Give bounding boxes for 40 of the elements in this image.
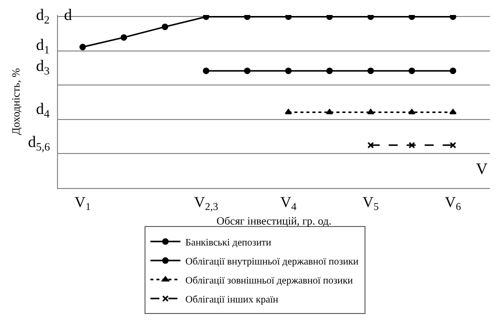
point [202, 68, 210, 74]
legend-label: Облігації інших країн [185, 294, 279, 306]
point [408, 68, 416, 74]
point [450, 68, 456, 74]
text: d$_{4}$ [36, 101, 50, 120]
point [408, 15, 416, 20]
point [120, 34, 128, 41]
point [326, 68, 333, 74]
point [79, 44, 86, 50]
y-axis-title: Доходність, % [10, 68, 23, 135]
point [244, 15, 251, 20]
annotation: V [476, 161, 488, 178]
point [367, 68, 374, 74]
point [367, 109, 374, 114]
point [408, 142, 416, 148]
text: d$_{3}$ [36, 58, 50, 78]
point [367, 142, 374, 148]
x-tick-label: V$_{4}$ [280, 195, 298, 214]
point [450, 15, 456, 20]
text: d$_{1}$ [36, 37, 50, 56]
x-tick-label: V$_{1}$ [74, 195, 91, 214]
x-tick-label: V$_{6}$ [444, 195, 462, 214]
point [244, 68, 251, 74]
text: d$_{2}$ [36, 7, 50, 26]
x-axis-title: Обсяг інвестицій, гр. од. [216, 215, 332, 228]
legend-label: Облігації внутрішньої державної позики [185, 256, 360, 268]
point [450, 142, 456, 148]
x-tick-label: V$_{5}$ [362, 195, 379, 214]
legend-label: Банківські депозити [185, 237, 272, 248]
legend-label: Облігації зовнішньої державної позики [185, 275, 354, 286]
point [285, 68, 292, 74]
point [367, 15, 374, 20]
point [202, 15, 210, 20]
point [285, 15, 292, 20]
x-tick-label: V$_{2,3}$ [194, 195, 218, 214]
point [326, 15, 333, 20]
annotation: d [64, 7, 72, 24]
point [162, 24, 168, 30]
point [408, 109, 416, 114]
text: d$_{5,6}$ [28, 134, 50, 154]
